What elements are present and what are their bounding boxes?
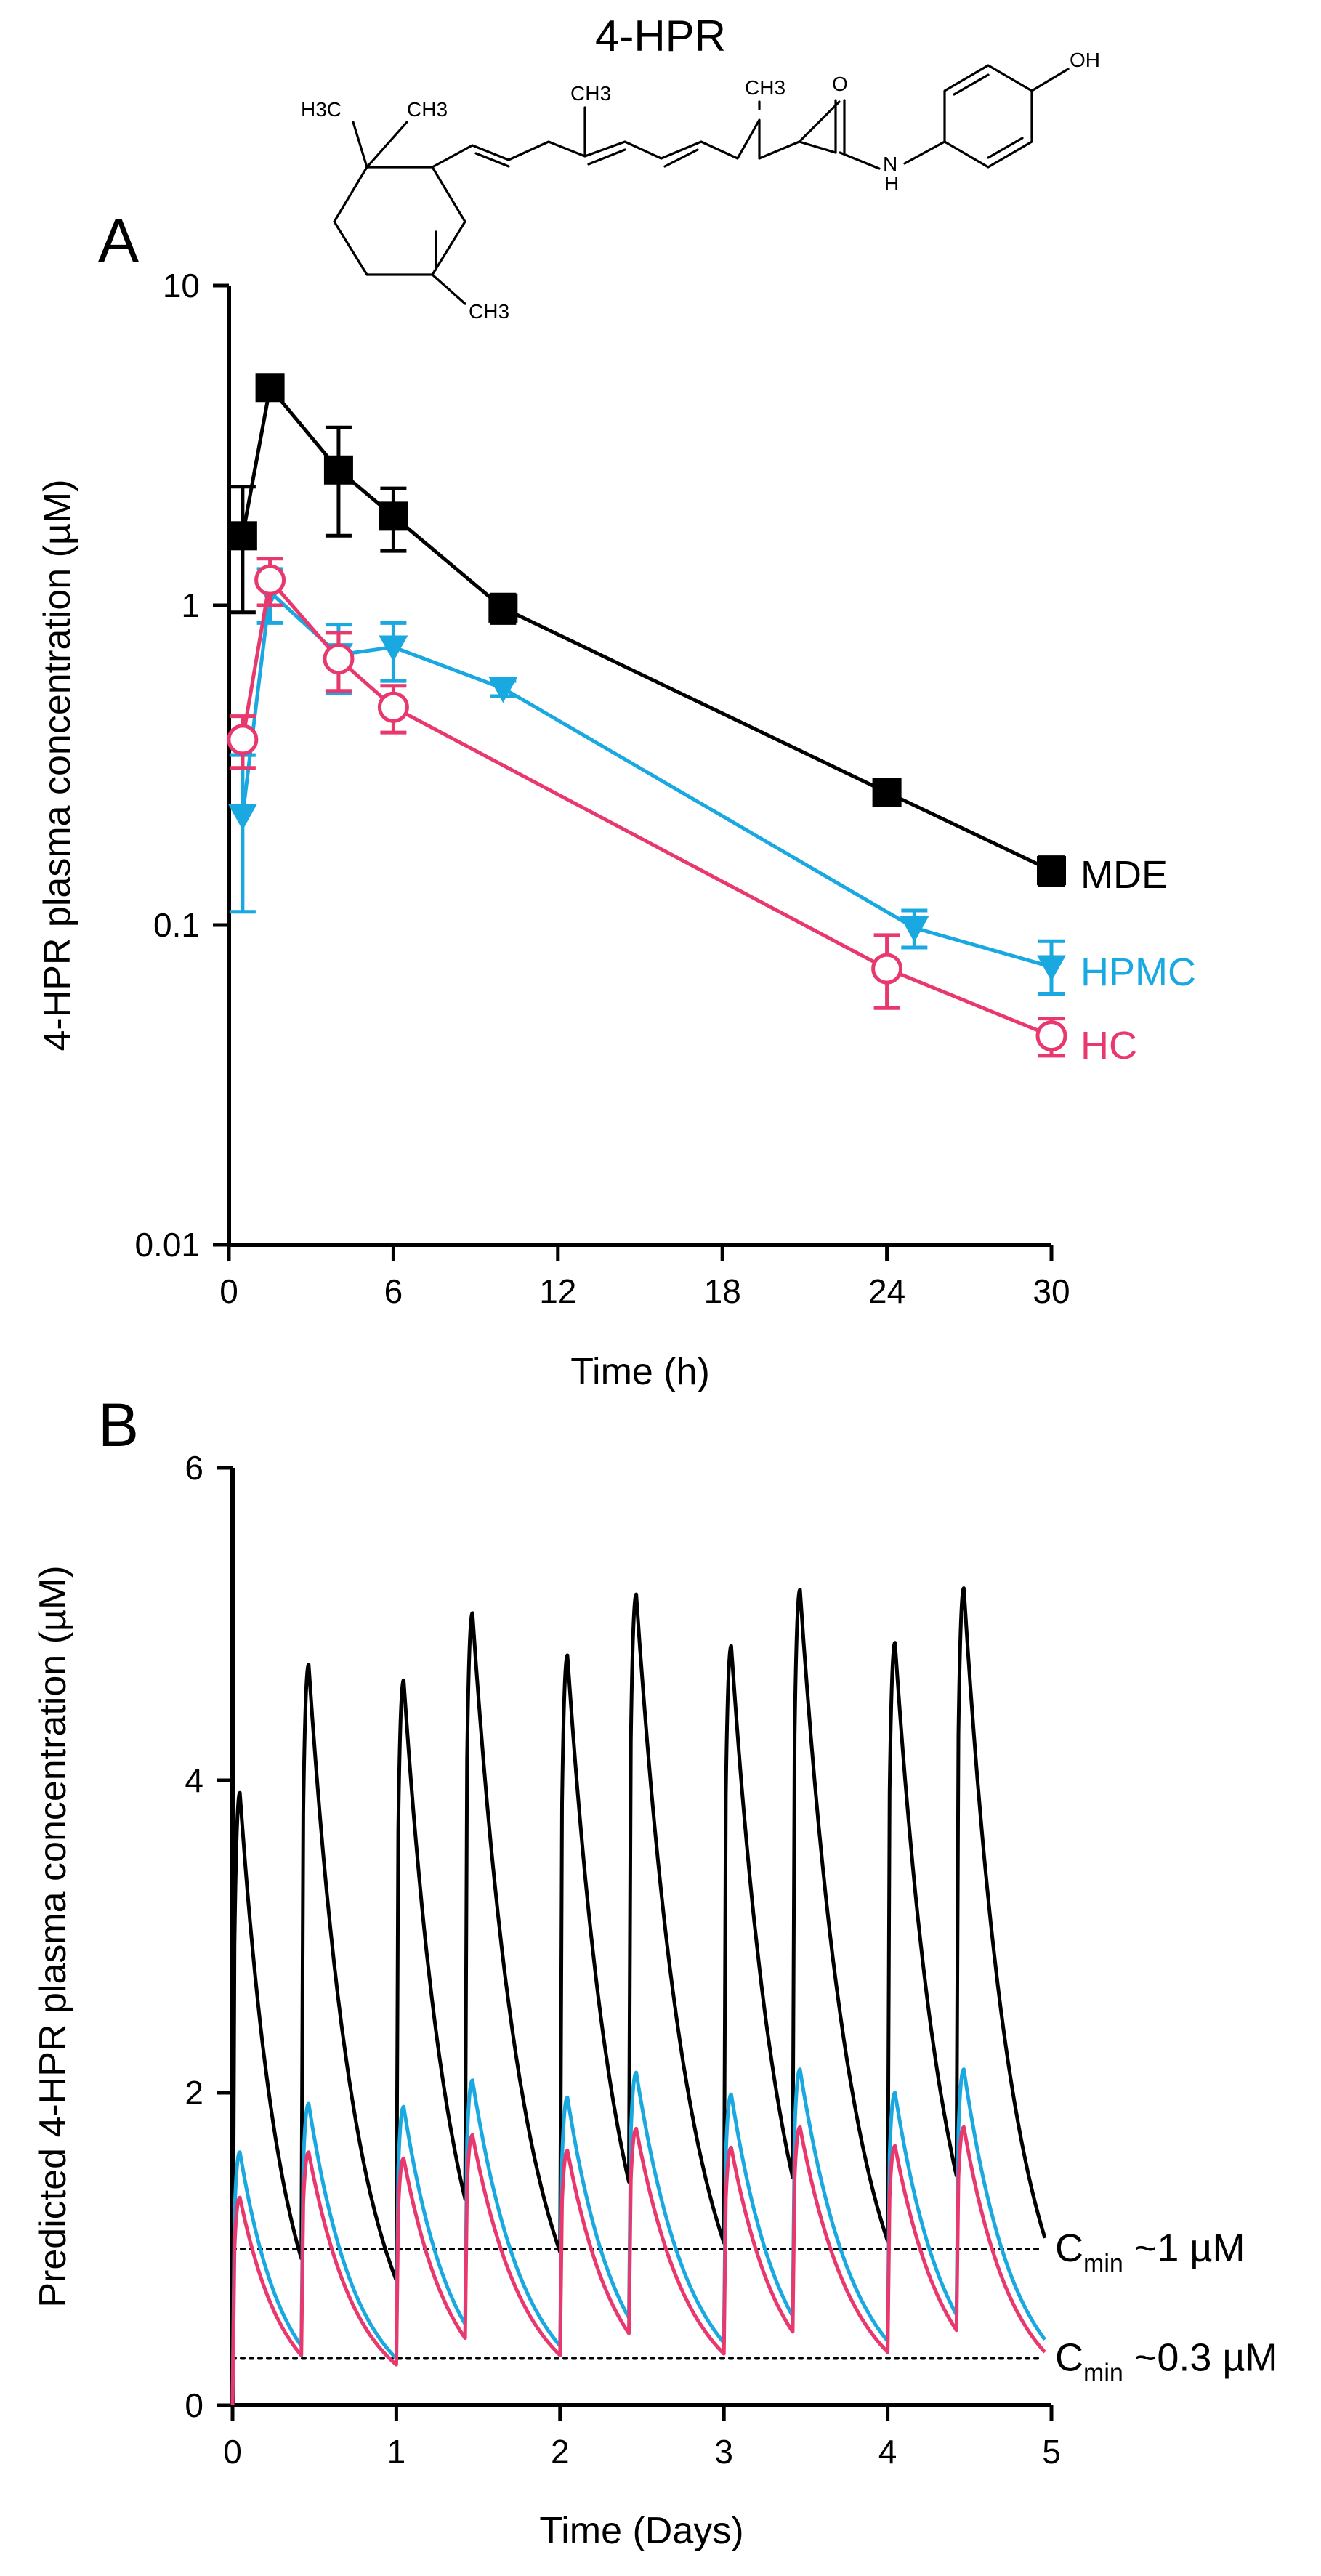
chemical-structure [333, 64, 1070, 305]
y-axis-title: 4-HPR plasma concentration (µM) [36, 479, 78, 1051]
x-tick-label: 0 [219, 1272, 238, 1310]
x-tick-label: 6 [384, 1272, 403, 1310]
data-point [323, 643, 355, 675]
y-tick-label: 4 [185, 1761, 203, 1799]
x-tick-label: 3 [714, 2433, 733, 2471]
atom-label: OH [1070, 49, 1100, 71]
data-point [254, 564, 286, 596]
series-hpmc [227, 567, 1066, 996]
x-tick-label: 2 [551, 2433, 570, 2471]
atom-label: N [883, 153, 897, 175]
data-point [900, 916, 929, 942]
x-tick-label: 1 [387, 2433, 406, 2471]
x-tick-label: 5 [1042, 2433, 1061, 2471]
panel-label-a: A [98, 206, 139, 275]
simulation-curve [230, 1586, 1047, 2406]
data-point [377, 691, 409, 723]
data-point [488, 677, 518, 703]
data-point [379, 635, 408, 662]
data-point [227, 724, 259, 756]
x-tick-label: 30 [1033, 1272, 1070, 1310]
atom-label: CH3 [745, 76, 785, 99]
simulation-curve [230, 2125, 1046, 2406]
chart-panel-b: 0 1 2 3 4 5 0 2 4 6 Cmin ~1 µM Cmin ~0.3 µM Predic… [32, 1449, 1278, 2552]
data-point [1037, 856, 1066, 886]
x-tick-label: 4 [878, 2433, 897, 2471]
series-line [241, 588, 1052, 969]
x-tick-label: 0 [223, 2433, 242, 2471]
data-point [323, 455, 353, 485]
data-point [227, 804, 257, 831]
molecule-name: 4-HPR [595, 12, 726, 60]
atom-label: O [832, 73, 848, 95]
atom-label: CH3 [407, 98, 448, 121]
y-tick-label: 1 [181, 586, 200, 624]
chart-panel-a: 0 6 12 18 24 30 0.01 0.1 1 10 4-HPR plasma concen… [36, 267, 1196, 1393]
atom-label: CH3 [570, 82, 611, 105]
y-tick-label: 0 [185, 2386, 203, 2424]
data-point [227, 521, 257, 551]
series-mde [227, 373, 1066, 888]
x-tick-label: 24 [868, 1272, 905, 1310]
data-point [488, 593, 518, 623]
series-line [241, 383, 1053, 873]
data-point [379, 501, 408, 531]
x-axis-title: Time (h) [570, 1351, 710, 1393]
series-hc [227, 557, 1067, 1058]
data-point [871, 953, 903, 985]
series-label-mde: MDE [1080, 853, 1168, 897]
data-point [255, 373, 285, 403]
y-tick-label: 6 [185, 1449, 203, 1487]
data-point [1037, 955, 1066, 982]
y-tick-label: 2 [185, 2074, 203, 2112]
chemical-structure-labels: 4-HPR H3C CH3 CH3 CH3 CH3 O N H OH [301, 12, 1100, 323]
reference-label: Cmin ~1 µM [1055, 2226, 1245, 2277]
y-tick-label: 0.01 [134, 1226, 200, 1264]
panel-label-b: B [98, 1391, 139, 1459]
series-label-hpmc: HPMC [1080, 950, 1196, 994]
y-axis-title: Predicted 4-HPR plasma concentration (µM… [32, 1565, 74, 2307]
series-line [241, 576, 1052, 1038]
data-point [872, 778, 902, 807]
series-label-hc: HC [1080, 1024, 1137, 1067]
x-tick-label: 18 [704, 1272, 741, 1310]
atom-label: H3C [301, 98, 342, 121]
reference-label: Cmin ~0.3 µM [1055, 2336, 1278, 2387]
atom-label: CH3 [469, 300, 509, 323]
x-axis-title: Time (Days) [539, 2510, 743, 2552]
y-tick-label: 0.1 [153, 906, 200, 944]
atom-label: H [884, 172, 899, 195]
x-tick-label: 12 [539, 1272, 576, 1310]
data-point [1035, 1020, 1067, 1052]
y-tick-label: 10 [163, 267, 200, 304]
